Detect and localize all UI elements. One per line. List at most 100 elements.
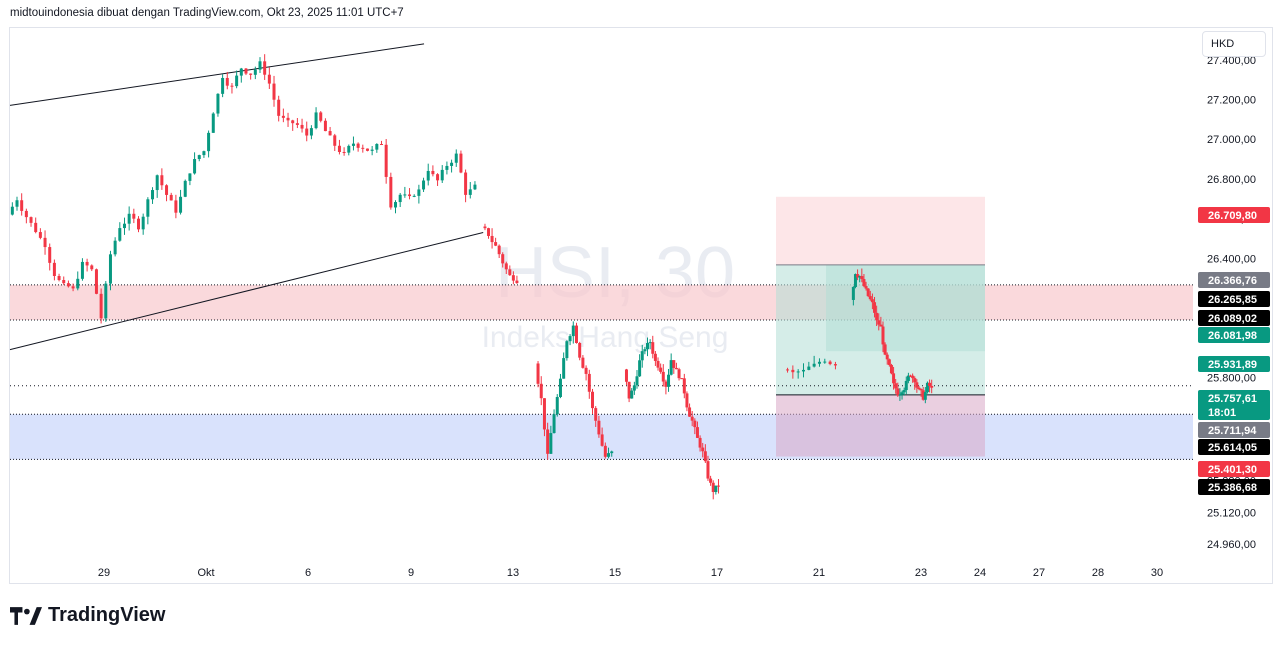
candle-body <box>426 170 430 181</box>
candle-body <box>99 293 103 319</box>
tradingview-logo-icon <box>10 606 42 625</box>
price-axis-tick: 26.800,00 <box>1207 174 1256 186</box>
candle-body <box>896 388 900 396</box>
price-tag-label: 25.711,94 <box>1208 425 1257 437</box>
candle-body <box>930 385 934 388</box>
candle-body <box>646 343 650 350</box>
candle-body <box>328 131 332 136</box>
candle-body <box>817 361 821 364</box>
candle-body <box>638 360 642 377</box>
candle-body <box>610 451 614 454</box>
candle-body <box>701 447 705 452</box>
candle-body <box>342 152 346 154</box>
candle-body <box>552 414 556 434</box>
position-profit-fill <box>826 264 985 352</box>
candle-body <box>661 371 665 382</box>
candle-body <box>574 325 578 343</box>
price-tag <box>1198 356 1270 372</box>
price-tag <box>1198 422 1270 438</box>
candle-body <box>558 378 562 398</box>
candle-body <box>384 144 388 177</box>
candle-body <box>333 135 337 146</box>
candle-body <box>892 373 896 384</box>
candle-body <box>693 420 697 428</box>
candle-body <box>188 173 192 181</box>
candle-body <box>436 174 440 181</box>
candle-body <box>193 159 197 174</box>
candle-body <box>85 261 89 266</box>
candle-body <box>656 360 660 368</box>
candle-body <box>141 216 145 230</box>
candle-body <box>90 265 94 270</box>
candle-body <box>122 223 126 229</box>
price-tag-label: 25.401,30 <box>1208 464 1257 476</box>
candle-body <box>132 213 136 219</box>
candle-body <box>508 269 512 276</box>
candle-body <box>104 283 108 319</box>
resistance-zone <box>10 284 1193 321</box>
price-tag <box>1198 439 1270 455</box>
candle-body <box>549 433 553 454</box>
candle-body <box>113 240 117 255</box>
candle-body <box>468 189 472 195</box>
candle-body <box>277 99 281 116</box>
candle-body <box>504 263 508 270</box>
currency-button[interactable]: HKD <box>1202 31 1266 57</box>
candle-body <box>851 287 855 300</box>
candle-body <box>680 378 684 380</box>
candle-body <box>351 143 355 146</box>
candle-body <box>137 218 141 230</box>
time-axis-tick: 21 <box>813 567 825 579</box>
time-axis-tick: 27 <box>1033 567 1045 579</box>
price-tag <box>1198 390 1270 420</box>
candle-body <box>398 194 402 203</box>
candle-body <box>873 302 877 313</box>
candle-body <box>868 296 872 300</box>
candle-body <box>853 274 857 288</box>
price-tag <box>1198 479 1270 495</box>
candle-body <box>305 128 309 136</box>
candle-body <box>417 189 421 196</box>
candle-body <box>915 382 919 388</box>
candle-body <box>501 254 505 264</box>
candle-body <box>706 461 710 479</box>
candle-body <box>885 354 889 360</box>
candle-body <box>15 200 19 207</box>
candle-body <box>906 375 910 381</box>
candle-body <box>151 190 155 200</box>
candle-body <box>862 279 866 287</box>
candle-body <box>445 165 449 170</box>
price-tag-label: 26.265,85 <box>1208 294 1257 306</box>
candle-body <box>603 445 607 457</box>
candle-body <box>48 247 52 263</box>
candle-body <box>319 112 323 121</box>
candle-body <box>539 383 543 399</box>
candle-body <box>389 176 393 208</box>
candle-body <box>624 369 628 382</box>
candle-body <box>904 380 908 391</box>
candle-body <box>511 275 515 281</box>
candle-body <box>295 123 299 125</box>
price-axis-tick: 24.960,00 <box>1207 539 1256 551</box>
tradingview-brand[interactable]: TradingView <box>10 604 165 627</box>
candle-body <box>197 155 201 160</box>
candle-body <box>179 196 183 213</box>
candle-body <box>394 202 398 208</box>
candle-body <box>578 342 582 358</box>
candle-body <box>860 276 864 280</box>
price-axis-tick: 25.800,00 <box>1207 372 1256 384</box>
candle-body <box>174 200 178 213</box>
candle-body <box>807 366 811 370</box>
candle-body <box>323 120 327 132</box>
candle-body <box>258 61 262 70</box>
candle-body <box>682 378 686 394</box>
candle-body <box>71 286 75 289</box>
candle-body <box>568 336 572 342</box>
candle-body <box>889 364 893 374</box>
candle-body <box>607 453 611 457</box>
candle-body <box>925 382 929 393</box>
candle-body <box>497 245 501 255</box>
price-tag-label: 26.366,76 <box>1208 275 1257 287</box>
chart-header-caption: midtouindonesia dibuat dengan TradingVie… <box>10 7 404 19</box>
